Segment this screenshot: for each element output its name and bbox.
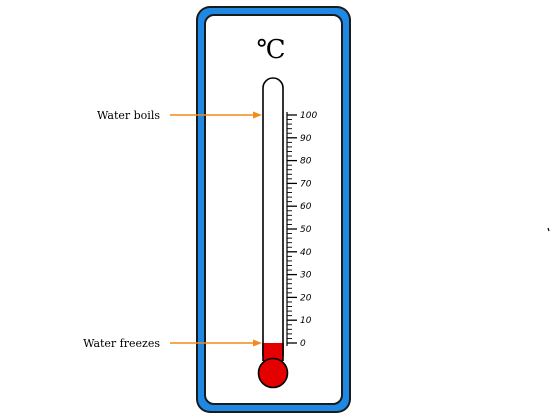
annotations: Water boils Water freezes (83, 109, 262, 350)
annotation: Water freezes (83, 337, 262, 350)
tick-label: 0 (300, 339, 306, 349)
tick-label: 30 (300, 271, 312, 281)
tick-label: 100 (300, 111, 317, 121)
tick-label: 90 (300, 134, 312, 144)
stray-mark (547, 227, 550, 232)
tick-label: 40 (300, 248, 312, 258)
annotation-label: Water boils (97, 109, 160, 122)
unit-label: ℃ (256, 35, 285, 65)
tick-label: 50 (300, 225, 312, 235)
tick-label: 60 (300, 202, 312, 212)
scale-tick-labels: 0 10 20 30 40 50 60 70 80 90 100 (300, 111, 317, 349)
annotation-arrowhead (253, 339, 262, 347)
tick-label: 10 (300, 316, 312, 326)
annotation-label: Water freezes (83, 337, 160, 350)
scale-ticks (287, 114, 297, 344)
thermometer-tube (262, 77, 284, 356)
annotation-arrowhead (253, 111, 262, 119)
tick-label: 20 (300, 293, 312, 303)
annotation: Water boils (97, 109, 262, 122)
tick-label: 80 (300, 157, 312, 167)
mercury-column (263, 343, 283, 361)
mercury-bulb (257, 357, 289, 389)
tick-label: 70 (300, 179, 312, 189)
